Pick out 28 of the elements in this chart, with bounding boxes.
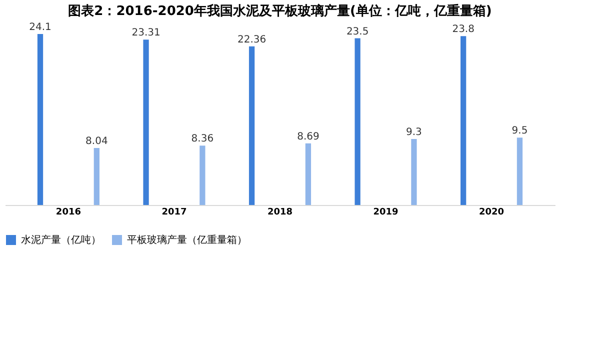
bar [305,143,312,205]
bar [94,148,100,205]
legend-label: 平板玻璃产量（亿重量箱） [127,234,247,246]
chart-title: 图表2：2016-2020年我国水泥及平板玻璃产量(单位：亿吨，亿重量箱) [68,3,492,19]
data-label: 24.1 [29,22,52,33]
data-label: 9.3 [406,127,422,138]
bar [354,38,360,205]
bar [143,40,149,205]
x-tick-label: 2017 [162,208,187,218]
x-tick-label: 2018 [267,208,293,218]
bar [200,146,206,205]
data-label: 9.5 [512,126,528,137]
bar [411,139,417,205]
legend-label: 水泥产量（亿吨） [21,234,101,246]
x-tick-label: 2016 [56,208,81,218]
bar [516,138,523,205]
data-label: 8.04 [86,136,108,147]
data-label: 8.36 [191,134,214,145]
x-tick-label: 2019 [373,208,398,218]
data-label: 23.31 [132,28,160,39]
data-label: 23.8 [452,24,474,36]
bar [248,46,255,205]
data-label: 8.69 [297,131,320,142]
bar [37,34,44,205]
x-tick-label: 2020 [479,208,504,218]
data-label: 23.5 [346,26,369,38]
data-label: 22.36 [237,34,266,46]
bar [460,36,466,205]
